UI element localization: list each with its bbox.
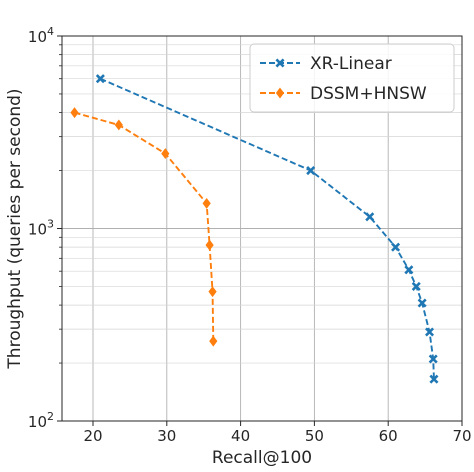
legend-entry: DSSM+HNSW bbox=[260, 84, 427, 104]
legend-label: DSSM+HNSW bbox=[310, 84, 427, 104]
y-tick-exponent: 2 bbox=[47, 410, 54, 423]
x-axis-title: Recall@100 bbox=[212, 448, 312, 468]
series-xr-linear bbox=[95, 74, 439, 384]
x-marker bbox=[95, 74, 105, 84]
y-tick-base: 10 bbox=[28, 28, 47, 46]
x-marker bbox=[306, 166, 316, 176]
y-tick-label: 104 bbox=[28, 25, 54, 46]
x-marker bbox=[404, 265, 414, 275]
y-tick-base: 10 bbox=[28, 413, 47, 431]
y-tick-exponent: 3 bbox=[47, 218, 54, 231]
x-tick-label: 20 bbox=[83, 427, 102, 445]
x-tick-label: 50 bbox=[305, 427, 324, 445]
x-marker bbox=[429, 374, 439, 384]
x-marker bbox=[391, 242, 401, 252]
diamond-marker bbox=[275, 87, 285, 99]
legend-label: XR-Linear bbox=[310, 54, 392, 74]
watermark: 知乎 @胖鱼 bbox=[397, 446, 466, 462]
x-tick-label: 70 bbox=[452, 427, 471, 445]
x-tick-label: 40 bbox=[231, 427, 250, 445]
x-tick-label: 30 bbox=[157, 427, 176, 445]
diamond-marker bbox=[202, 197, 211, 209]
x-marker bbox=[425, 327, 435, 337]
y-tick-label: 103 bbox=[28, 218, 54, 239]
y-axis-title: Throughput (queries per second) bbox=[5, 88, 25, 369]
legend-entry: XR-Linear bbox=[260, 54, 392, 74]
series-layer bbox=[70, 74, 439, 384]
series-line bbox=[99, 77, 435, 380]
diamond-marker bbox=[114, 119, 123, 131]
diamond-marker bbox=[161, 148, 170, 160]
x-marker bbox=[428, 354, 438, 364]
y-tick-label: 102 bbox=[28, 410, 54, 431]
x-tick-label: 60 bbox=[379, 427, 398, 445]
diamond-marker bbox=[209, 335, 218, 347]
diamond-marker bbox=[70, 107, 79, 119]
x-marker bbox=[411, 281, 421, 291]
legend: XR-Linear DSSM+HNSW bbox=[249, 43, 455, 113]
series-dssm-hnsw bbox=[70, 107, 218, 347]
x-marker bbox=[275, 58, 285, 68]
diamond-marker bbox=[208, 286, 217, 298]
y-tick-exponent: 4 bbox=[47, 25, 54, 38]
y-tick-base: 10 bbox=[28, 221, 47, 239]
legend-box bbox=[249, 43, 455, 113]
x-marker bbox=[417, 298, 427, 308]
x-marker bbox=[365, 212, 375, 222]
diamond-marker bbox=[205, 239, 214, 251]
